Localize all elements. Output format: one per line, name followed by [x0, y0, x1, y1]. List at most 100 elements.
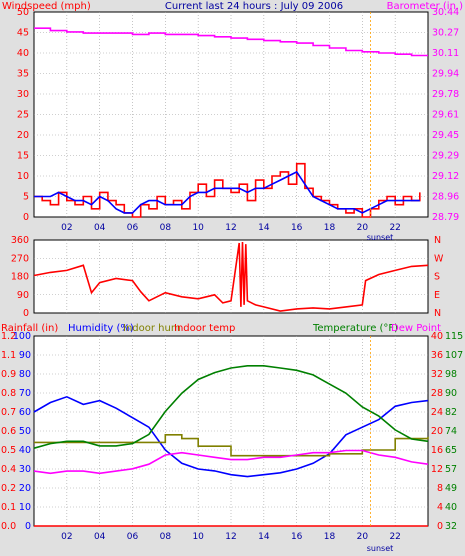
windspeed-tick-label: 30	[17, 89, 29, 100]
rainfall-axis-label: Rainfall (in)	[1, 323, 58, 334]
direction-compass-tick: W	[434, 253, 444, 264]
windspeed-tick-label: 45	[17, 28, 29, 39]
humidity-tick-label: 90	[19, 350, 31, 361]
windspeed-tick-label: 35	[17, 69, 29, 80]
humidity-tick-label: 80	[19, 369, 31, 380]
rainfall-tick-label: 0.4	[1, 464, 16, 475]
indoor-temp-tick-label: 36	[431, 350, 443, 361]
direction-degree-tick: 270	[11, 253, 29, 264]
barometer-tick-label: 29.12	[432, 171, 459, 182]
temperature-tick-label: 65	[445, 445, 457, 456]
direction-degree-tick: 360	[11, 235, 29, 246]
indoor-temp-tick-label: 20	[431, 426, 443, 437]
barometer-tick-label: 29.45	[432, 130, 459, 141]
direction-compass-tick: E	[434, 290, 440, 301]
windspeed-tick-label: 25	[17, 110, 29, 121]
x-tick-label: 18	[324, 223, 336, 233]
x-tick-label: 22	[389, 532, 400, 542]
temperature-tick-label: 49	[445, 483, 457, 494]
x-tick-label: 08	[160, 532, 172, 542]
rainfall-tick-label: 0.6	[1, 426, 16, 437]
temperature-line	[33, 365, 429, 449]
barometer-tick-label: 30.11	[432, 48, 459, 59]
barometer-tick-label: 29.94	[432, 69, 459, 80]
windspeed-axis-label: Windspeed (mph)	[2, 1, 91, 12]
barometer-tick-label: 28.79	[432, 212, 459, 223]
humidity-tick-label: 70	[19, 388, 31, 399]
windspeed-tick-label: 0	[23, 212, 29, 223]
rainfall-tick-label: 0.2	[1, 483, 16, 494]
humidity-axis-label: Humidity (%)	[68, 323, 134, 334]
dew-point-axis-label: Dew Point	[391, 323, 441, 334]
x-tick-label: 16	[291, 223, 303, 233]
x-tick-label: 12	[225, 223, 236, 233]
climate-series	[33, 336, 429, 527]
direction-degree-tick: 0	[23, 308, 29, 319]
direction-compass-tick: N	[434, 308, 441, 319]
x-tick-label: 04	[94, 223, 106, 233]
windspeed-tick-label: 10	[17, 171, 29, 182]
indoor-hum-line	[34, 434, 429, 457]
windspeed-tick-label: 50	[17, 7, 29, 18]
x-tick-label: 06	[127, 223, 139, 233]
time-axis-1: 02 04 06 08 10 12 14 16 18 20 22	[61, 223, 401, 233]
x-tick-label: 14	[258, 532, 270, 542]
time-axis-3: 02 04 06 08 10 12 14 16 18 20 22	[61, 532, 401, 542]
climate-plot-area	[33, 335, 429, 527]
rainfall-tick-label: 1.1	[1, 350, 16, 361]
x-tick-label: 02	[61, 532, 72, 542]
barometer-line	[34, 27, 428, 57]
indoor-temp-tick-label: 24	[431, 407, 443, 418]
indoor-temp-tick-label: 40	[431, 331, 443, 342]
humidity-tick-label: 50	[19, 426, 31, 437]
x-tick-label: 20	[357, 223, 369, 233]
temperature-tick-label: 115	[445, 331, 463, 342]
temperature-tick-label: 40	[445, 502, 457, 513]
x-tick-label: 10	[192, 223, 204, 233]
wind-direction-series	[33, 241, 429, 312]
windspeed-tick-label: 15	[17, 151, 29, 162]
windspeed-axis: 0 5 10 15 20 25 30 35 40 45 50	[17, 7, 29, 223]
wind-direction-line	[33, 241, 429, 312]
temperature-tick-label: 32	[445, 521, 457, 532]
x-tick-label: 08	[160, 223, 172, 233]
humidity-line	[33, 395, 429, 478]
indoor-temp-tick-label: 16	[431, 445, 443, 456]
temperature-tick-label: 57	[445, 464, 457, 475]
x-tick-label: 10	[192, 532, 204, 542]
barometer-axis: 28.79 28.96 29.12 29.29 29.45 29.61 29.78 29.94…	[432, 7, 459, 223]
temperature-tick-label: 74	[445, 426, 457, 437]
windspeed-tick-label: 5	[23, 192, 29, 203]
direction-degree-tick: 90	[17, 290, 29, 301]
indoor-temp-tick-label: 0	[437, 521, 443, 532]
barometer-tick-label: 29.78	[432, 89, 459, 100]
humidity-tick-label: 60	[19, 407, 31, 418]
barometer-axis-label: Barometer (in.)	[387, 1, 463, 12]
rainfall-tick-label: 0.0	[1, 521, 16, 532]
rainfall-tick-label: 0.5	[1, 445, 16, 456]
rainfall-tick-label: 1.2	[1, 331, 16, 342]
wind-baro-series	[34, 12, 428, 218]
indoor-temp-tick-label: 4	[437, 502, 443, 513]
indoor-temp-tick-label: 8	[437, 483, 443, 494]
temperature-tick-label: 82	[445, 407, 457, 418]
x-tick-label: 22	[389, 223, 400, 233]
humidity-tick-label: 100	[13, 331, 31, 342]
rainfall-tick-label: 0.7	[1, 407, 16, 418]
barometer-tick-label: 29.61	[432, 110, 459, 121]
barometer-tick-label: 30.27	[432, 28, 459, 39]
x-tick-label: 06	[127, 532, 139, 542]
x-tick-label: 12	[225, 532, 236, 542]
direction-compass-tick: N	[434, 235, 441, 246]
direction-degree-tick: 180	[11, 272, 29, 283]
direction-compass-tick: S	[434, 272, 440, 283]
x-tick-label: 14	[258, 223, 270, 233]
x-tick-label: 16	[291, 532, 303, 542]
windspeed-tick-label: 20	[17, 130, 29, 141]
temperature-tick-label: 90	[445, 388, 457, 399]
indoor-temp-label: Indoor temp	[174, 323, 235, 334]
direction-degree-axis: 0 90 180 270 360	[11, 235, 29, 319]
